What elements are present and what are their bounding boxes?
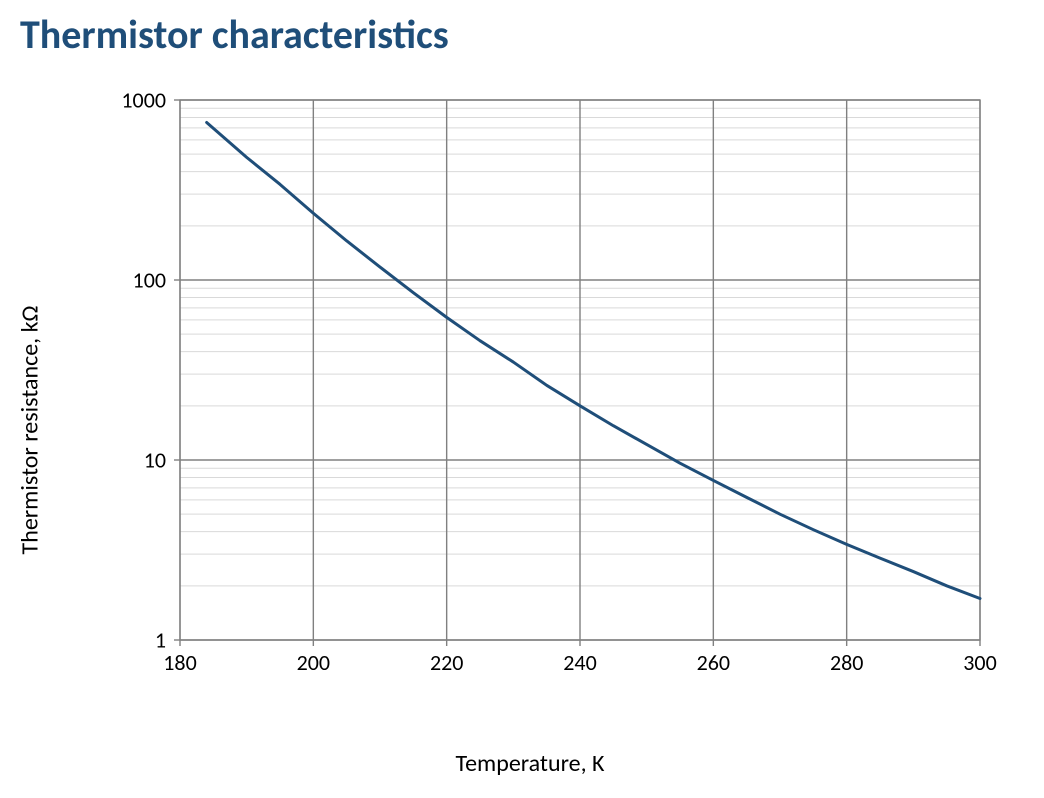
svg-text:1000: 1000 xyxy=(121,90,166,114)
svg-text:280: 280 xyxy=(830,649,863,676)
chart-container: Thermistor resistance, kΩ 18020022024026… xyxy=(60,90,1000,770)
svg-text:240: 240 xyxy=(563,649,596,676)
svg-text:300: 300 xyxy=(963,649,996,676)
svg-text:260: 260 xyxy=(697,649,730,676)
svg-text:1: 1 xyxy=(155,627,166,654)
page-title: Thermistor characteristics xyxy=(20,10,449,59)
thermistor-chart: 180 200 220 240 260 280 300 1 10 100 1000 xyxy=(60,90,1000,720)
svg-text:180: 180 xyxy=(163,649,196,676)
svg-text:200: 200 xyxy=(297,649,330,676)
svg-text:100: 100 xyxy=(133,267,166,294)
svg-text:220: 220 xyxy=(430,649,463,676)
svg-text:10: 10 xyxy=(144,447,166,474)
x-axis-label: Temperature, K xyxy=(456,749,605,778)
page: Thermistor characteristics Thermistor re… xyxy=(0,0,1044,798)
y-axis-label: Thermistor resistance, kΩ xyxy=(16,306,45,555)
